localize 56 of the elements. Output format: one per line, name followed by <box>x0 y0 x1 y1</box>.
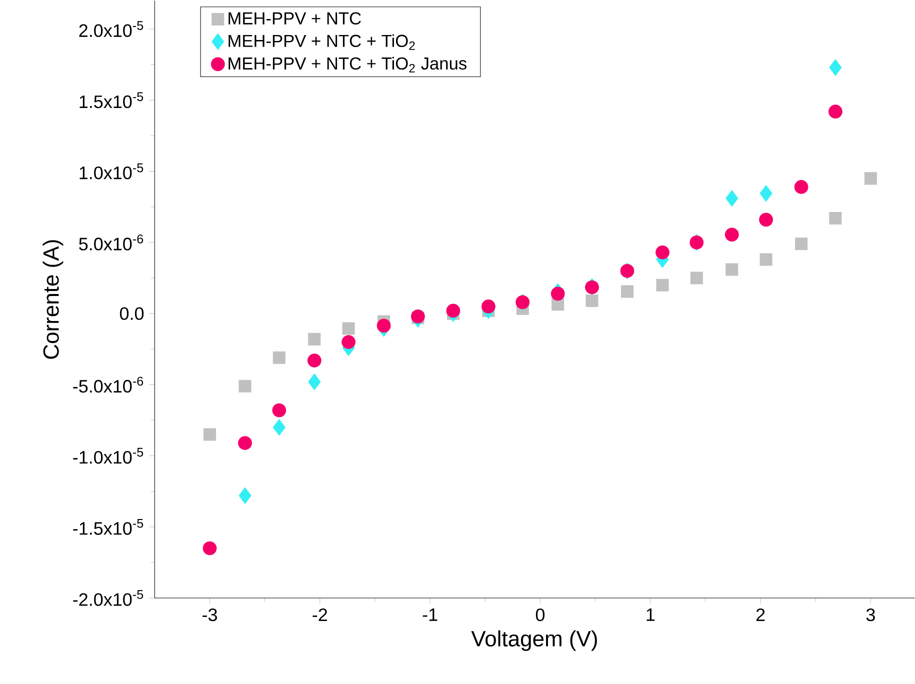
point <box>272 351 286 364</box>
y-tick-label: -5.0x10$^{-6}$ <box>73 376 144 393</box>
y-axis-title: Corrente (A) <box>42 240 64 359</box>
point <box>656 278 669 292</box>
point <box>376 318 391 333</box>
y-tick-label: 1.5x10$^{-5}$ <box>80 92 144 108</box>
x-tick-label: -2 <box>312 608 328 621</box>
point <box>272 419 286 436</box>
point <box>759 212 773 227</box>
point <box>272 403 286 418</box>
y-tick-label: -1.5x10$^{-5}$ <box>73 518 144 535</box>
point <box>795 238 808 250</box>
point <box>342 322 355 335</box>
point <box>724 228 739 242</box>
y-tick-label: -2.0x10$^{-5}$ <box>73 590 144 606</box>
x-tick-label: 0 <box>536 608 545 622</box>
point <box>620 285 634 298</box>
y-tick-label: -1.0x10$^{-5}$ <box>73 448 144 464</box>
x-axis-title: Voltagem (V) <box>471 630 597 651</box>
point <box>308 332 321 346</box>
point <box>342 335 356 349</box>
legend-label: MEH-PPV + NTC <box>228 12 361 24</box>
x-tick-label: -1 <box>422 608 438 621</box>
y-tick-label: 5.0x10$^{-6}$ <box>79 234 144 250</box>
point <box>760 253 772 266</box>
point <box>238 436 252 450</box>
point <box>482 300 496 314</box>
x-tick-label: 3 <box>866 608 875 622</box>
point <box>656 245 670 260</box>
point <box>446 304 460 318</box>
point <box>726 190 738 207</box>
x-tick-label: 1 <box>646 608 655 621</box>
point <box>828 104 842 119</box>
point <box>411 309 425 324</box>
y-tick-label: 0.0 <box>120 307 144 320</box>
point <box>202 541 217 556</box>
point <box>829 212 842 225</box>
point <box>760 185 772 202</box>
point <box>308 374 321 390</box>
point <box>307 354 322 368</box>
y-tick-label: 1.0x10$^{-5}$ <box>80 163 144 180</box>
point <box>690 272 703 284</box>
y-tick-label: 2.0x10$^{-5}$ <box>79 21 144 37</box>
point <box>203 428 216 441</box>
point <box>550 286 565 301</box>
point <box>794 180 808 194</box>
x-tick-label: 2 <box>756 608 765 621</box>
x-tick-label: -3 <box>202 608 217 622</box>
point <box>586 294 598 308</box>
point <box>829 59 842 76</box>
point <box>726 263 738 276</box>
legend-label: MEH-PPV + NTC + TiO$_{2}$ <box>228 34 415 50</box>
point <box>238 487 252 504</box>
point <box>864 172 877 185</box>
point <box>238 380 252 392</box>
legend-label: MEH-PPV + NTC + TiO$_{2}$ Janus <box>228 56 466 72</box>
